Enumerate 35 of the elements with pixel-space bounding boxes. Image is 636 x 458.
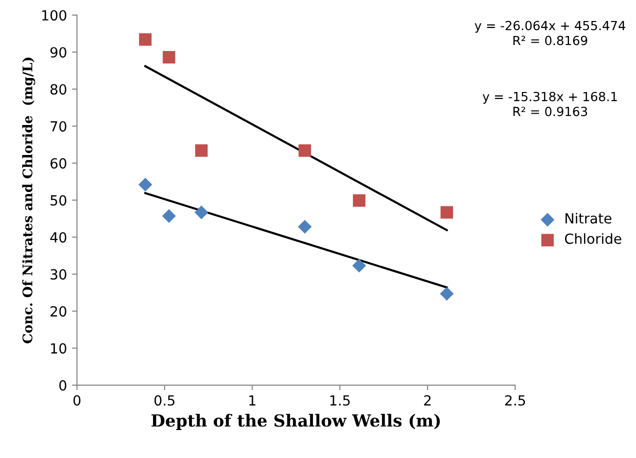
point (194, 205, 208, 220)
y-tick-label: 90 (50, 47, 66, 58)
y-tick-label: 0 (59, 380, 66, 391)
point (440, 206, 454, 219)
y-axis-title: Conc. Of Nitrates and Chloride (mg/L) (22, 58, 36, 344)
point (352, 194, 366, 207)
x-axis-title: Depth of the Shallow Wells (m) (151, 414, 440, 430)
y-tick-label: 20 (50, 306, 66, 317)
x-tick-label: 2.5 (505, 395, 525, 406)
annotation: y = -15.318x + 168.1 R² = 0.9163 (482, 92, 617, 116)
point (139, 33, 152, 46)
point (162, 209, 176, 223)
point (440, 286, 454, 301)
legend-label: Nitrate (566, 212, 612, 224)
y-tick-label: 50 (50, 195, 66, 206)
y-tick-label: 10 (51, 343, 66, 354)
y-tick-label: 40 (50, 232, 66, 243)
point (138, 178, 152, 192)
point (195, 144, 208, 157)
y-tick-label: 80 (50, 84, 66, 95)
point (298, 220, 312, 234)
y-tick-label: 100 (42, 10, 66, 21)
y-tick-label: 70 (50, 121, 66, 132)
point (298, 144, 312, 157)
x-tick-label: 0.5 (154, 395, 174, 406)
x-tick-label: 0 (73, 395, 80, 406)
x-tick-label: 1.5 (330, 395, 350, 406)
point (352, 258, 366, 273)
point (162, 51, 176, 64)
x-tick-label: 2 (424, 395, 431, 406)
legend-label: Chloride (564, 233, 622, 244)
y-tick-label: 60 (50, 158, 66, 169)
annotation: y = -26.064x + 455.474 R² = 0.8169 (474, 20, 626, 46)
x-tick-label: 1 (249, 395, 256, 406)
y-tick-label: 30 (50, 269, 66, 280)
